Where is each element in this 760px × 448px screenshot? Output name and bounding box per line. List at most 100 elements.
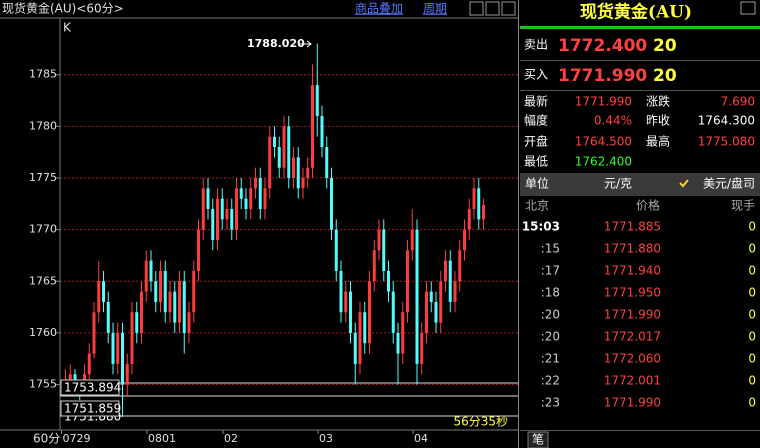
tick-price: 1771.950	[604, 286, 661, 300]
check-icon	[679, 179, 689, 188]
buy-price: 1771.990	[558, 66, 647, 86]
stat-label: 昨收	[646, 114, 670, 128]
candle-body	[482, 204, 485, 220]
candle-body	[149, 260, 153, 282]
candle-body	[268, 136, 272, 189]
tick-volume: 0	[748, 308, 756, 322]
stat-value: 1764.500	[575, 135, 632, 149]
candle-body	[116, 332, 120, 364]
candle-body	[467, 208, 471, 230]
x-tick-label: 02	[224, 432, 238, 445]
candle-body	[434, 301, 438, 323]
tick-time: :15	[541, 242, 560, 256]
tick-price: 1771.990	[604, 308, 661, 322]
candle-body	[201, 188, 205, 230]
candle-body	[263, 188, 267, 209]
low-label-box	[60, 400, 120, 417]
x-tick-label: 03	[319, 432, 333, 445]
candle-body	[216, 198, 219, 240]
tick-time: :23	[541, 396, 560, 410]
tick-volume: 0	[748, 286, 756, 300]
candle-body	[349, 291, 352, 333]
candle-body	[168, 291, 172, 313]
tick-price: 1771.885	[604, 220, 661, 234]
candle-body	[382, 229, 386, 271]
stat-value: 1764.300	[698, 114, 755, 128]
candle-body	[439, 281, 443, 323]
unit-value: 元/克	[604, 177, 632, 191]
unit-bar	[520, 173, 760, 196]
candle-body	[292, 157, 295, 179]
candle-body	[287, 126, 291, 179]
candle-body	[415, 229, 419, 364]
candle-body	[477, 188, 481, 220]
period-button[interactable]: 周期	[423, 2, 447, 16]
column-header: 价格	[636, 198, 660, 213]
y-tick-label: 1785	[29, 68, 57, 81]
column-header: 现手	[731, 199, 755, 213]
tick-time: :20	[541, 308, 560, 322]
candle-body	[410, 229, 414, 251]
candle-body	[154, 281, 158, 302]
tick-time: 15:03	[522, 220, 560, 234]
candle-body	[73, 374, 77, 385]
candle-body	[125, 363, 129, 385]
low-label: 1753.894	[64, 381, 121, 395]
candle-body	[429, 291, 433, 302]
candle-body	[463, 229, 466, 251]
stat-value: 1775.080	[698, 135, 755, 149]
stat-value: 1771.990	[575, 95, 632, 109]
title-underline	[520, 26, 760, 29]
tick-price: 1772.060	[604, 352, 661, 366]
nav-button[interactable]	[485, 1, 500, 16]
candle-body	[239, 188, 243, 199]
tick-volume: 0	[748, 220, 756, 234]
close-button[interactable]	[740, 1, 756, 15]
overlay-button[interactable]: 商品叠加	[355, 1, 403, 16]
candle-body	[135, 312, 139, 333]
candle-body	[102, 281, 105, 302]
unit-option[interactable]: 美元/盘司	[703, 176, 755, 191]
candle-body	[230, 208, 234, 230]
candle-body	[320, 116, 324, 148]
candle-body	[472, 188, 476, 209]
candle-body	[111, 332, 115, 364]
candle-body	[315, 85, 319, 117]
tick-volume: 0	[748, 396, 756, 410]
candle-body	[106, 301, 110, 333]
tab[interactable]	[527, 431, 549, 448]
nav-button[interactable]	[501, 1, 516, 16]
candle-body	[282, 126, 286, 168]
candle-body	[249, 188, 253, 209]
sell-qty: 20	[653, 36, 677, 56]
stat-value: 0.44%	[594, 114, 632, 128]
candle-body	[211, 208, 215, 240]
buy-qty: 20	[653, 66, 677, 86]
candle-body	[163, 270, 167, 313]
candle-body	[458, 250, 462, 282]
candle-body	[121, 332, 124, 385]
stat-label: 开盘	[524, 134, 548, 149]
candle-body	[130, 312, 134, 364]
candle-body	[192, 270, 196, 313]
unit-label: 单位	[525, 176, 549, 191]
candle-body	[159, 270, 162, 302]
tick-volume: 0	[748, 242, 756, 256]
tick-price: 1772.017	[604, 330, 661, 344]
tick-time: :18	[541, 286, 560, 300]
candle-body	[225, 208, 229, 220]
stat-value: 1762.400	[575, 155, 632, 169]
y-tick-label: 1760	[29, 326, 57, 339]
candle-body	[301, 178, 305, 189]
nav-button[interactable]	[469, 1, 484, 16]
sell-label: 卖出	[524, 38, 548, 52]
stat-value: 7.690	[721, 95, 755, 109]
candle-body	[140, 291, 143, 333]
tick-list: 15:03 1771.885 0:15 1771.880 0:17 1771.940 0:1…	[522, 220, 756, 410]
tick-price: 1772.001	[604, 374, 661, 388]
y-tick-label: 1755	[29, 378, 57, 391]
tick-volume: 0	[748, 330, 756, 344]
tab-label[interactable]: 笔	[532, 432, 544, 447]
x-tick-label: 04	[414, 432, 428, 445]
candle-body	[220, 198, 224, 220]
